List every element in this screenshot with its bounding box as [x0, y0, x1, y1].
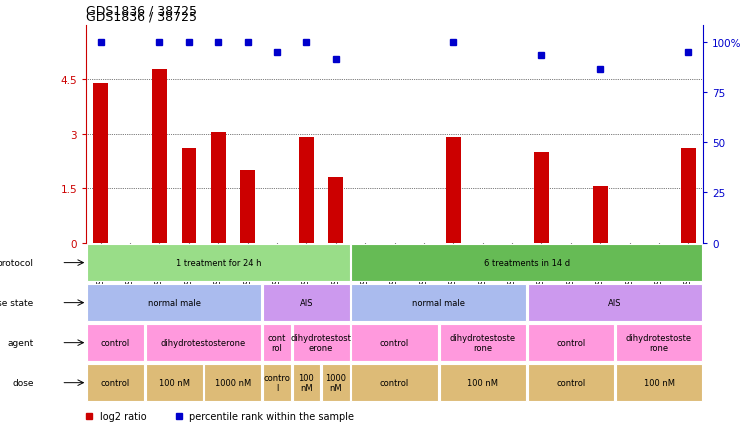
Bar — [292, 365, 320, 401]
Text: AIS: AIS — [608, 299, 622, 307]
Text: 1 treatment for 24 h: 1 treatment for 24 h — [176, 259, 261, 267]
Bar — [94, 84, 108, 243]
Text: dose: dose — [12, 378, 34, 387]
Text: dihydrotestost
erone: dihydrotestost erone — [291, 334, 352, 352]
Bar — [352, 285, 526, 321]
Text: 1000
nM: 1000 nM — [325, 374, 346, 392]
Text: dihydrotestoste
rone: dihydrotestoste rone — [626, 334, 692, 352]
Text: control: control — [101, 378, 130, 387]
Bar — [322, 365, 349, 401]
Bar — [534, 153, 549, 243]
Bar — [616, 325, 702, 361]
Bar — [211, 133, 226, 243]
Bar — [240, 171, 255, 243]
Text: 100 nM: 100 nM — [468, 378, 498, 387]
Bar — [299, 138, 313, 243]
Bar — [263, 285, 349, 321]
Bar — [87, 285, 262, 321]
Text: control: control — [380, 378, 409, 387]
Bar — [204, 365, 262, 401]
Bar — [440, 325, 526, 361]
Bar — [87, 245, 349, 281]
Text: normal male: normal male — [412, 299, 465, 307]
Bar — [352, 325, 438, 361]
Text: GDS1836 / 38725: GDS1836 / 38725 — [86, 10, 197, 23]
Text: control: control — [557, 339, 586, 347]
Text: control: control — [380, 339, 409, 347]
Text: control: control — [101, 339, 130, 347]
Bar — [616, 365, 702, 401]
Text: percentile rank within the sample: percentile rank within the sample — [189, 411, 354, 421]
Bar — [352, 245, 702, 281]
Text: 1000 nM: 1000 nM — [215, 378, 251, 387]
Text: protocol: protocol — [0, 259, 34, 267]
Text: control: control — [557, 378, 586, 387]
Text: dihydrotestosterone: dihydrotestosterone — [161, 339, 246, 347]
Text: 6 treatments in 14 d: 6 treatments in 14 d — [484, 259, 570, 267]
Bar — [527, 285, 702, 321]
Text: 100
nM: 100 nM — [298, 374, 314, 392]
Bar — [352, 365, 438, 401]
Bar — [152, 69, 167, 243]
Text: 100 nM: 100 nM — [643, 378, 675, 387]
Bar — [446, 138, 461, 243]
Text: AIS: AIS — [300, 299, 313, 307]
Bar — [146, 325, 262, 361]
Text: disease state: disease state — [0, 299, 34, 307]
Text: dihydrotestoste
rone: dihydrotestoste rone — [450, 334, 516, 352]
Bar — [87, 325, 144, 361]
Text: log2 ratio: log2 ratio — [99, 411, 146, 421]
Bar — [527, 325, 614, 361]
Text: normal male: normal male — [147, 299, 200, 307]
Bar — [527, 365, 614, 401]
Bar — [146, 365, 203, 401]
Text: cont
rol: cont rol — [268, 334, 286, 352]
Bar — [292, 325, 349, 361]
Bar — [328, 178, 343, 243]
Bar — [182, 149, 196, 243]
Text: agent: agent — [7, 339, 34, 347]
Text: GDS1836 / 38725: GDS1836 / 38725 — [86, 4, 197, 17]
Bar — [87, 365, 144, 401]
Bar — [681, 149, 696, 243]
Text: 100 nM: 100 nM — [159, 378, 190, 387]
Text: contro
l: contro l — [263, 374, 290, 392]
Bar — [440, 365, 526, 401]
Bar — [263, 365, 291, 401]
Bar — [593, 187, 607, 243]
Bar — [263, 325, 291, 361]
